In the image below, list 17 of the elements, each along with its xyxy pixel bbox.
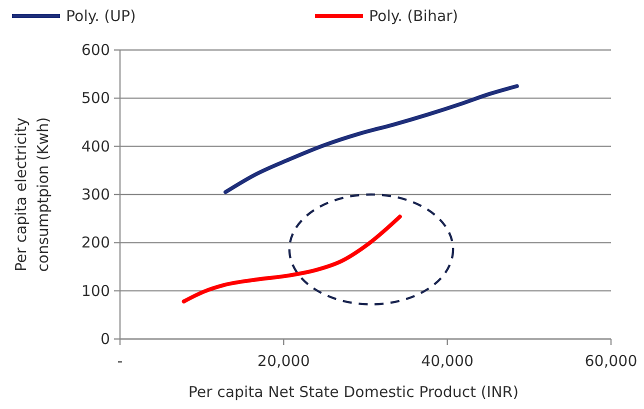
y-tick-label: 300 <box>81 186 110 204</box>
y-tick-label: 500 <box>81 89 110 108</box>
y-tick-label: 100 <box>81 282 110 300</box>
y-tick-label: 200 <box>81 234 110 252</box>
x-tick-label: 20,000 <box>257 352 310 370</box>
legend-label: Poly. (Bihar) <box>369 7 458 25</box>
line-series <box>182 214 402 304</box>
x-tick-label: 40,000 <box>421 352 474 370</box>
x-tick-label: 60,000 <box>584 352 638 370</box>
x-tick-label: - <box>117 352 123 370</box>
y-tick-label: 0 <box>100 330 110 348</box>
x-axis-title: Per capita Net State Domestic Product (INR) <box>188 383 519 401</box>
legend-label: Poly. (UP) <box>66 7 136 25</box>
y-axis-title: Per capita electricity consumptpion (Kwh) <box>12 117 52 272</box>
line-series <box>224 84 519 194</box>
y-tick-label: 600 <box>81 41 110 59</box>
y-tick-label: 400 <box>81 137 110 156</box>
